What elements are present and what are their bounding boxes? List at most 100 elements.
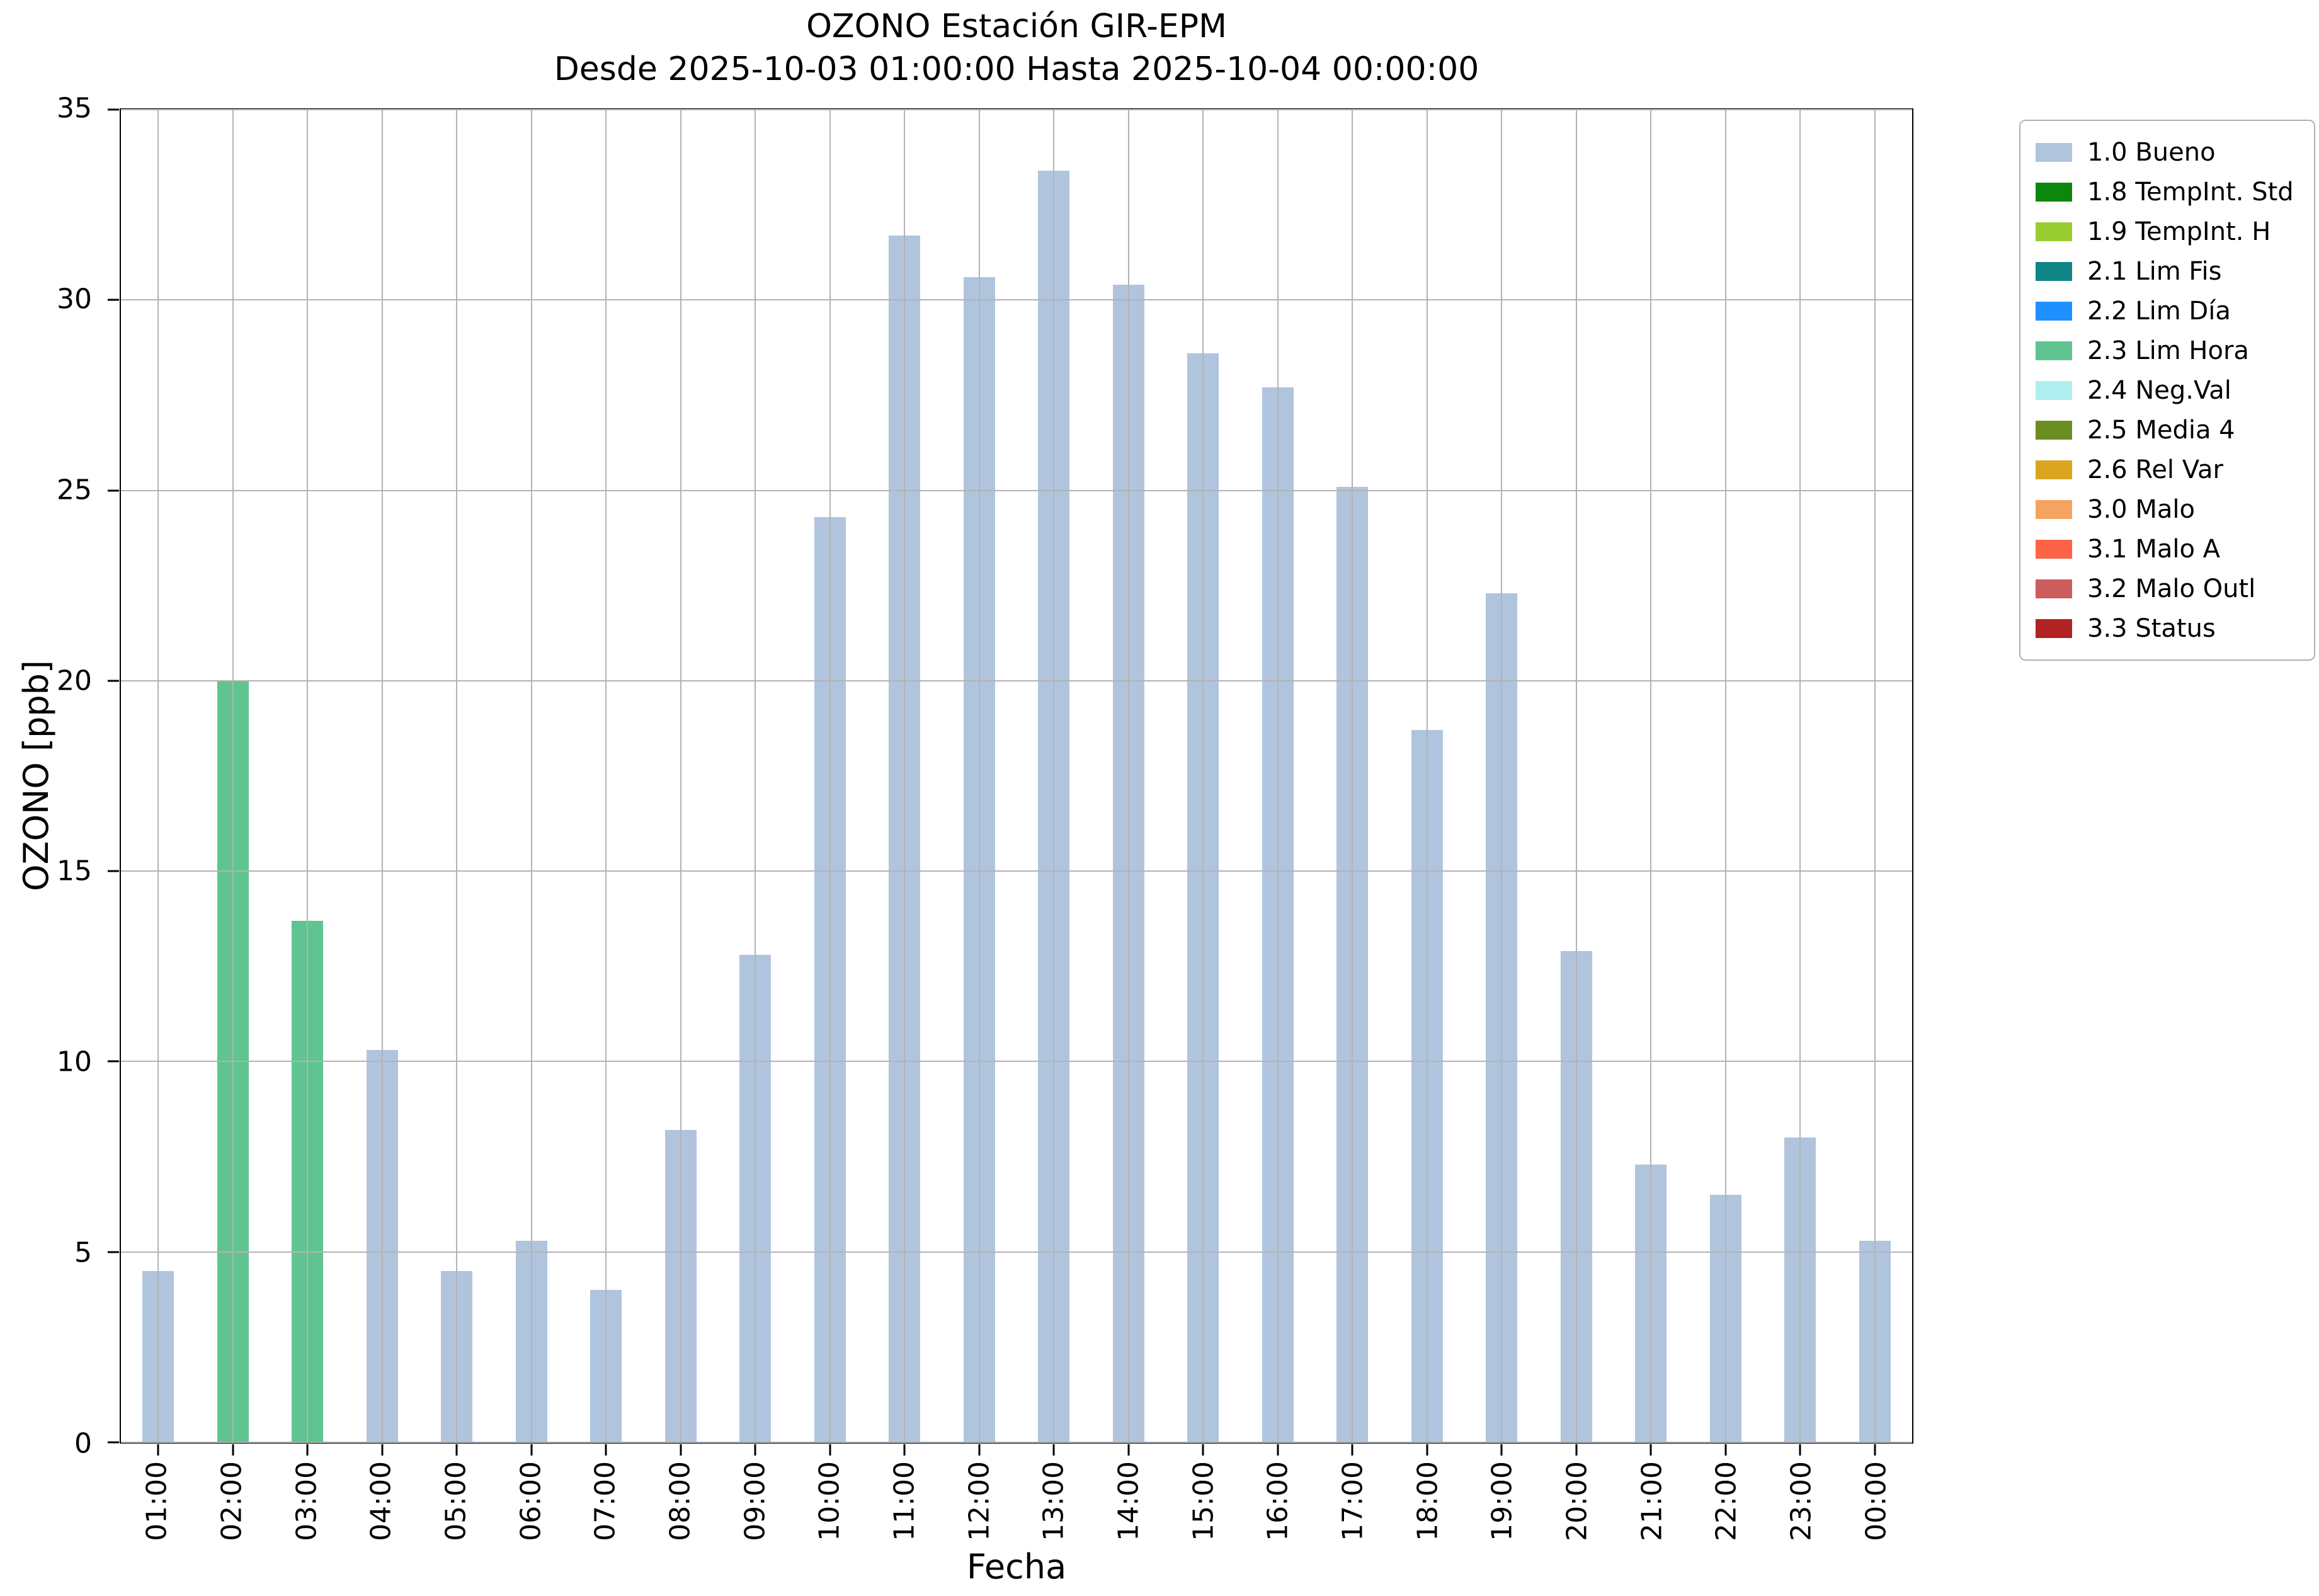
x-tick-text: 10:00: [813, 1461, 846, 1541]
legend-item: 2.5 Media 4: [2036, 410, 2299, 450]
x-gridline: [680, 110, 681, 1442]
x-tick-mark: [829, 1444, 831, 1456]
legend-swatch: [2036, 301, 2072, 321]
x-tick-mark: [530, 1444, 533, 1456]
legend-item: 2.6 Rel Var: [2036, 450, 2299, 489]
x-tick-label: 15:00: [1187, 1461, 1219, 1541]
x-tick-label: 16:00: [1262, 1461, 1294, 1541]
legend-label: 3.1 Malo A: [2087, 534, 2221, 564]
legend: 1.0 Bueno 1.8 TempInt. Std 1.9 TempInt. H 2…: [2019, 120, 2315, 661]
legend-label: 3.2 Malo Outl: [2087, 574, 2256, 603]
x-tick-text: 21:00: [1636, 1461, 1668, 1541]
x-tick-mark: [455, 1444, 458, 1456]
legend-label: 2.5 Media 4: [2087, 415, 2235, 445]
x-tick-text: 13:00: [1037, 1461, 1070, 1541]
legend-label: 1.0 Bueno: [2087, 137, 2216, 167]
y-tick-mark: [108, 1441, 119, 1444]
legend-item: 3.3 Status: [2036, 608, 2299, 648]
legend-label: 2.1 Lim Fis: [2087, 256, 2222, 286]
x-tick-label: 04:00: [365, 1461, 397, 1541]
x-gridline: [829, 110, 831, 1442]
x-tick-text: 11:00: [888, 1461, 921, 1541]
x-gridline: [605, 110, 607, 1442]
x-tick-text: 12:00: [963, 1461, 996, 1541]
x-tick-text: 23:00: [1785, 1461, 1818, 1541]
legend-item: 2.2 Lim Día: [2036, 291, 2299, 331]
x-tick-text: 18:00: [1411, 1461, 1444, 1541]
y-tick-mark: [108, 299, 119, 301]
y-tick-mark: [108, 489, 119, 492]
x-axis-label: Fecha: [966, 1547, 1067, 1587]
x-tick-label: 14:00: [1113, 1461, 1145, 1541]
legend-label: 2.4 Neg.Val: [2087, 375, 2231, 405]
x-tick-mark: [157, 1444, 159, 1456]
x-tick-label: 12:00: [963, 1461, 995, 1541]
x-tick-mark: [978, 1444, 981, 1456]
x-tick-label: 23:00: [1786, 1461, 1818, 1541]
legend-swatch: [2036, 420, 2072, 440]
legend-swatch: [2036, 341, 2072, 360]
x-tick-mark: [605, 1444, 607, 1456]
chart-subtitle: Desde 2025-10-03 01:00:00 Hasta 2025-10-…: [554, 50, 1479, 88]
x-tick-mark: [1724, 1444, 1727, 1456]
x-tick-text: 02:00: [215, 1461, 248, 1541]
x-tick-mark: [1500, 1444, 1503, 1456]
y-tick-mark: [108, 1060, 119, 1063]
y-tick-label: 0: [74, 1427, 92, 1460]
x-tick-mark: [754, 1444, 756, 1456]
x-tick-mark: [1127, 1444, 1130, 1456]
x-tick-label: 00:00: [1860, 1461, 1892, 1541]
x-gridline: [904, 110, 906, 1442]
x-gridline: [1724, 110, 1726, 1442]
x-tick-label: 09:00: [739, 1461, 771, 1541]
y-tick-mark: [108, 680, 119, 682]
legend-item: 1.8 TempInt. Std: [2036, 172, 2299, 212]
x-tick-label: 13:00: [1038, 1461, 1070, 1541]
x-tick-text: 20:00: [1561, 1461, 1593, 1541]
x-tick-mark: [1575, 1444, 1578, 1456]
legend-swatch: [2036, 539, 2072, 559]
y-tick-label: 5: [74, 1236, 92, 1269]
x-gridline: [1127, 110, 1129, 1442]
legend-item: 1.9 TempInt. H: [2036, 212, 2299, 251]
legend-swatch: [2036, 222, 2072, 241]
x-tick-mark: [1351, 1444, 1353, 1456]
legend-item: 3.0 Malo: [2036, 489, 2299, 529]
legend-label: 2.6 Rel Var: [2087, 455, 2223, 484]
x-gridline: [1575, 110, 1577, 1442]
x-tick-text: 08:00: [664, 1461, 697, 1541]
x-gridline: [530, 110, 532, 1442]
x-tick-label: 17:00: [1337, 1461, 1369, 1541]
x-tick-mark: [232, 1444, 234, 1456]
y-tick-label: 25: [57, 474, 92, 506]
y-gridline: [121, 680, 1912, 681]
legend-swatch: [2036, 579, 2072, 598]
x-tick-mark: [1874, 1444, 1876, 1456]
x-tick-mark: [1426, 1444, 1428, 1456]
x-tick-label: 08:00: [664, 1461, 697, 1541]
x-tick-text: 14:00: [1112, 1461, 1145, 1541]
legend-item: 3.1 Malo A: [2036, 529, 2299, 569]
legend-item: 1.0 Bueno: [2036, 132, 2299, 172]
x-tick-mark: [1650, 1444, 1652, 1456]
x-gridline: [1874, 110, 1876, 1442]
legend-swatch: [2036, 499, 2072, 519]
x-gridline: [1426, 110, 1428, 1442]
x-tick-text: 06:00: [515, 1461, 547, 1541]
x-tick-text: 03:00: [290, 1461, 323, 1541]
y-tick-mark: [108, 1251, 119, 1253]
y-tick-label: 20: [57, 664, 92, 697]
x-tick-mark: [1799, 1444, 1801, 1456]
x-gridline: [232, 110, 234, 1442]
legend-label: 1.9 TempInt. H: [2087, 217, 2271, 246]
legend-label: 3.3 Status: [2087, 613, 2216, 643]
x-tick-mark: [903, 1444, 906, 1456]
legend-item: 2.4 Neg.Val: [2036, 370, 2299, 410]
y-gridline: [121, 1442, 1912, 1443]
y-tick-labels: 0 5 10 15 20 25 30 35: [0, 93, 117, 1460]
legend-label: 2.2 Lim Día: [2087, 296, 2231, 326]
legend-item: 2.1 Lim Fis: [2036, 251, 2299, 291]
legend-label: 3.0 Malo: [2087, 494, 2195, 524]
x-tick-text: 09:00: [739, 1461, 772, 1541]
x-gridline: [1053, 110, 1055, 1442]
